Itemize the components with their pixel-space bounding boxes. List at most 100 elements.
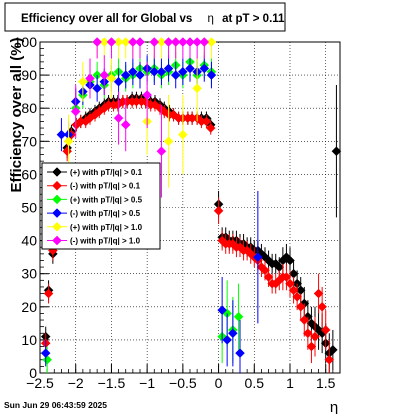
legend-marker — [52, 167, 62, 177]
data-point — [217, 305, 227, 315]
data-point — [78, 76, 88, 87]
data-point — [92, 83, 102, 94]
data-point — [292, 292, 302, 302]
legend-marker — [52, 180, 62, 191]
data-point — [299, 315, 310, 325]
data-point — [156, 37, 167, 47]
data-point — [281, 272, 292, 282]
data-point — [185, 63, 195, 74]
legend-label: (-) with pT/|q| > 0.5 — [70, 209, 141, 218]
data-point — [128, 37, 138, 47]
data-point — [99, 70, 110, 80]
x-tick-label: −1.5 — [98, 375, 126, 391]
data-point — [113, 113, 124, 123]
legend-label: (-) with pT/|q| > 0.1 — [70, 182, 141, 191]
data-point — [285, 278, 295, 289]
data-point — [170, 37, 181, 47]
data-point — [170, 70, 181, 80]
data-point — [206, 37, 217, 47]
x-tick-label: −2 — [68, 375, 84, 391]
data-point — [70, 106, 81, 117]
x-tick-label: 0.5 — [245, 375, 265, 391]
data-point — [42, 354, 52, 365]
data-point — [201, 116, 212, 127]
legend-label: (-) with pT/|q| > 1.0 — [70, 237, 141, 246]
y-tick-label: 80 — [21, 100, 37, 116]
y-tick-label: 30 — [21, 266, 37, 282]
data-point — [120, 37, 131, 47]
legend-box — [41, 162, 161, 250]
data-point — [63, 136, 74, 147]
y-tick-label: 50 — [21, 200, 37, 216]
y-axis-title: Efficiency over all (%) — [8, 37, 25, 192]
y-tick-label: 40 — [21, 233, 37, 249]
y-tick-label: 60 — [21, 166, 37, 182]
data-point — [192, 83, 202, 94]
series-group — [70, 37, 210, 198]
data-point — [149, 37, 160, 47]
data-point — [178, 37, 188, 47]
y-tick-label: 100 — [14, 34, 38, 50]
data-point — [192, 37, 202, 47]
data-point — [328, 344, 338, 355]
data-point — [295, 301, 306, 312]
data-point — [253, 252, 263, 263]
y-tick-labels: 0 10 20 30 40 50 60 70 80 90 100 — [14, 34, 38, 381]
data-point — [92, 37, 102, 47]
data-point — [310, 331, 320, 342]
legend-label: (+) with pT/|q| > 1.0 — [70, 223, 143, 232]
data-point — [178, 66, 188, 77]
x-axis-title: η — [330, 399, 338, 414]
data-point — [320, 325, 331, 335]
data-point — [106, 37, 117, 47]
data-point — [163, 63, 174, 74]
legend-marker — [52, 208, 62, 218]
data-point — [313, 288, 324, 299]
data-point — [205, 123, 216, 133]
data-point — [142, 90, 152, 100]
data-point — [156, 66, 167, 77]
data-point — [222, 335, 232, 345]
x-tick-label: −2.5 — [26, 375, 54, 391]
series-group — [40, 94, 335, 373]
data-point — [62, 146, 72, 157]
legend-marker — [52, 194, 62, 205]
data-point — [85, 73, 95, 84]
y-tick-label: 90 — [21, 67, 37, 83]
title-symbol: η — [208, 13, 214, 25]
data-point — [324, 354, 335, 365]
x-tick-label: −0.5 — [169, 375, 197, 391]
data-point — [285, 255, 295, 266]
x-tick-label: 1.5 — [316, 375, 336, 391]
data-point — [135, 37, 145, 47]
data-point — [113, 37, 124, 47]
data-point — [156, 146, 167, 157]
legend-label: (+) with pT/|q| > 0.5 — [70, 195, 143, 204]
axis-ticks — [39, 41, 341, 374]
chart-title: Efficiency over all for Global vs η at p… — [21, 13, 285, 25]
data-point — [135, 70, 145, 80]
data-point — [306, 341, 317, 352]
data-point — [206, 70, 217, 80]
x-tick-label: 1 — [286, 375, 294, 391]
data-point — [213, 205, 224, 216]
y-tick-label: 10 — [21, 332, 37, 348]
legend: (+) with pT/|q| > 0.1 (-) with pT/|q| > 0… — [41, 162, 161, 250]
x-tick-label: −1 — [139, 375, 155, 391]
data-point — [128, 66, 138, 77]
data-point — [303, 328, 313, 339]
title-box: Efficiency over all for Global vs η at p… — [4, 2, 286, 32]
x-tick-labels: −2.5 −2 −1.5 −1 −0.5 0 0.5 1 1.5 — [26, 375, 335, 391]
data-point — [317, 301, 327, 312]
data-points — [40, 37, 342, 373]
legend-marker — [52, 235, 62, 246]
data-point — [40, 348, 51, 358]
data-point — [113, 76, 124, 87]
legend-label: (+) with pT/|q| > 0.1 — [70, 168, 143, 177]
data-point — [331, 146, 342, 157]
data-point — [199, 37, 210, 47]
data-point — [235, 348, 245, 358]
x-tick-label: 0 — [215, 375, 223, 391]
timestamp: Sun Jun 29 06:43:59 2025 — [4, 400, 107, 410]
